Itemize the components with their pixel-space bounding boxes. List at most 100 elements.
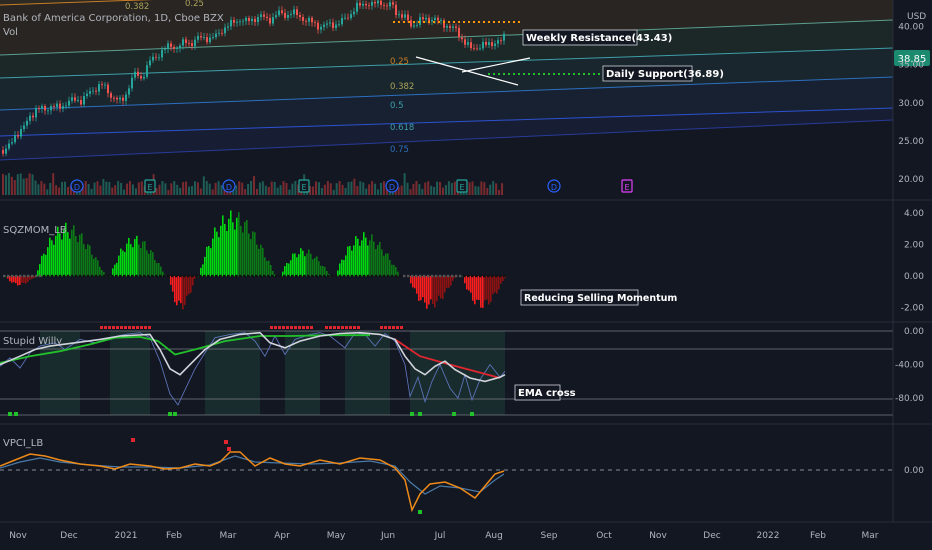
candle-body <box>302 16 304 21</box>
dividend-marker[interactable]: D <box>547 179 561 193</box>
volume-bar <box>241 182 244 195</box>
candle-body <box>77 100 79 101</box>
momentum-bar <box>300 248 302 277</box>
earnings-marker[interactable]: E <box>144 179 156 193</box>
willy-signal-dots <box>8 326 474 416</box>
squeeze-dot <box>215 274 218 278</box>
symbol-title: Bank of America Corporation, 1D, Cboe BZ… <box>3 13 224 24</box>
overbought-dot <box>325 326 328 329</box>
candle-body <box>326 23 328 25</box>
candle-body <box>470 42 472 49</box>
momentum-bar <box>310 253 312 277</box>
volume-bar <box>312 186 315 195</box>
vpci-title: VPCI_LB <box>3 438 43 449</box>
volume-bar <box>480 181 483 195</box>
price-axis[interactable]: USD 38.85 20.00 25.00 30.00 35.00 40.00 4.00 2… <box>892 0 930 522</box>
candle-body <box>107 84 109 94</box>
fib-level-label: 0.382 <box>390 82 414 92</box>
momentum-bar <box>363 232 365 277</box>
squeeze-dot <box>19 274 22 278</box>
momentum-bar <box>494 276 496 293</box>
candle-body <box>491 42 493 47</box>
volume-bar <box>167 189 170 195</box>
momentum-bar <box>114 264 116 277</box>
volume-bar <box>276 187 279 195</box>
volume-bar <box>46 189 49 195</box>
fib-level-label: 0.25 <box>390 57 409 67</box>
candle-body <box>299 15 301 17</box>
volume-bar <box>436 181 439 195</box>
candle-body <box>356 2 358 12</box>
candle-body <box>134 71 136 78</box>
momentum-bar <box>426 276 428 309</box>
earnings-marker[interactable]: E <box>298 179 310 193</box>
candle-body <box>200 36 202 38</box>
squeeze-dot <box>199 274 202 278</box>
momentum-bar <box>126 243 128 277</box>
momentum-bar <box>446 276 448 288</box>
momentum-bar <box>256 244 258 277</box>
candle-body <box>341 18 343 25</box>
dividend-marker[interactable]: D <box>385 179 399 193</box>
willy-tick-label: -80.00 <box>895 394 924 404</box>
candle-body <box>284 12 286 18</box>
dividend-marker[interactable]: D <box>222 179 236 193</box>
momentum-bar <box>302 250 304 277</box>
earnings-marker[interactable]: E <box>456 179 468 193</box>
momentum-bar <box>248 233 250 277</box>
vpci-pane[interactable]: VPCI_LB <box>0 423 932 514</box>
volume-bar <box>498 189 501 195</box>
overbought-dot <box>120 326 123 329</box>
volume-bar <box>190 186 193 195</box>
earnings-marker[interactable]: E <box>621 179 633 193</box>
squeeze-dot <box>163 274 166 278</box>
momentum-bar <box>361 240 363 277</box>
momentum-bar <box>369 240 371 277</box>
overbought-dot <box>270 326 273 329</box>
candle-body <box>398 14 400 16</box>
volume-bar <box>117 181 120 195</box>
volume-bar <box>285 183 288 195</box>
fib-level-label: 0.618 <box>390 123 414 133</box>
squeeze-dot <box>31 274 34 278</box>
candle-body <box>185 39 187 43</box>
price-pane[interactable]: 0.382 0.25 0.25 0.382 0.5 0.618 0.75 Weekly Re… <box>0 0 893 195</box>
squeeze-dot <box>363 274 366 278</box>
momentum-bar <box>172 276 174 292</box>
momentum-bar <box>95 257 97 277</box>
sqzmom-pane[interactable]: SQZMOM_LB Reducing Selling Momentum <box>0 199 932 310</box>
candle-body <box>458 27 460 38</box>
squeeze-dot <box>411 274 414 278</box>
time-axis[interactable]: Nov Dec 2021 Feb Mar Apr May Jun Jul Aug Sep Oct Nov… <box>0 521 932 541</box>
overbought-dot <box>294 326 297 329</box>
momentum-bar <box>103 272 105 277</box>
momentum-bar <box>262 247 264 277</box>
dividend-marker[interactable]: D <box>70 179 84 193</box>
volume-bar <box>170 183 173 195</box>
squeeze-dot <box>67 274 70 278</box>
volume-bar <box>232 187 235 195</box>
volume-bar <box>418 184 421 195</box>
momentum-bar <box>452 276 454 281</box>
volume-label: Vol <box>3 27 18 38</box>
volume-bar <box>176 184 179 195</box>
momentum-bar <box>478 276 480 300</box>
stupid-willy-pane[interactable]: Stupid Willy EMA cross <box>0 321 932 416</box>
volume-bar <box>84 181 87 195</box>
momentum-bar <box>359 245 361 277</box>
candle-body <box>83 96 85 105</box>
momentum-bar <box>410 276 412 284</box>
squeeze-dot <box>339 274 342 278</box>
candle-body <box>353 11 355 15</box>
momentum-bar <box>339 263 341 277</box>
momentum-bar <box>136 235 138 277</box>
vpci-lines <box>0 451 505 513</box>
momentum-bar <box>316 256 318 277</box>
momentum-bar <box>130 244 132 277</box>
momentum-bar <box>192 276 194 286</box>
candle-body <box>461 37 463 40</box>
volume-bar <box>326 181 329 195</box>
candle-body <box>14 135 16 143</box>
